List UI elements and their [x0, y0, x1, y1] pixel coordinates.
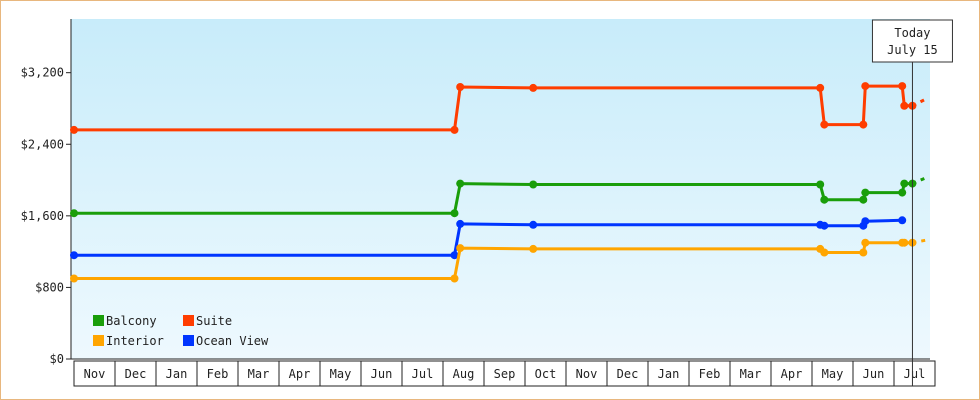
month-label: Sep: [494, 367, 516, 381]
data-point[interactable]: [900, 238, 909, 247]
month-label: Apr: [781, 367, 803, 381]
month-label: Jul: [412, 367, 434, 381]
data-point[interactable]: [70, 251, 78, 260]
series-suite: [70, 82, 928, 134]
data-point[interactable]: [529, 83, 538, 92]
data-point[interactable]: [456, 83, 465, 91]
data-point[interactable]: [529, 244, 538, 253]
data-point[interactable]: [859, 195, 868, 204]
legend-label: Interior: [106, 334, 164, 348]
legend-swatch: [183, 335, 194, 346]
series-interior: [70, 238, 928, 283]
month-label: Jan: [658, 367, 680, 381]
data-point[interactable]: [820, 195, 829, 204]
today-callout: [871, 19, 953, 63]
series-layer: [70, 82, 928, 283]
legend-swatch: [93, 335, 104, 346]
data-point[interactable]: [70, 209, 78, 218]
month-label: Apr: [289, 367, 311, 381]
month-label: Feb: [207, 367, 229, 381]
data-point[interactable]: [529, 180, 538, 189]
data-point[interactable]: [861, 217, 870, 226]
month-label: Jul: [904, 367, 926, 381]
series-balcony: [70, 176, 928, 218]
data-point[interactable]: [450, 209, 459, 218]
month-label: Dec: [125, 367, 147, 381]
data-point[interactable]: [816, 83, 825, 92]
today-label: Today: [894, 26, 930, 40]
data-point[interactable]: [456, 244, 465, 253]
month-label: Jun: [863, 367, 885, 381]
month-label: Jan: [166, 367, 188, 381]
data-point[interactable]: [450, 125, 459, 134]
data-point[interactable]: [456, 179, 465, 188]
y-tick-label: $2,400: [21, 137, 64, 151]
month-label: Feb: [699, 367, 721, 381]
data-point[interactable]: [456, 219, 465, 228]
data-point[interactable]: [859, 120, 868, 129]
legend-swatch: [93, 315, 104, 326]
month-label: Oct: [535, 367, 557, 381]
legend-label: Suite: [196, 314, 232, 328]
data-point[interactable]: [529, 220, 538, 229]
data-point[interactable]: [900, 101, 909, 110]
legend-swatch: [183, 315, 194, 326]
month-label: Dec: [617, 367, 639, 381]
month-label: Nov: [576, 367, 598, 381]
data-point[interactable]: [450, 251, 459, 260]
data-point[interactable]: [820, 221, 829, 230]
today-date: July 15: [887, 43, 938, 57]
month-label: Mar: [248, 367, 270, 381]
data-point[interactable]: [898, 188, 907, 197]
axes: $0 $800 $1,600 $2,400 $3,200 Nov Dec Jan Feb Mar A…: [21, 19, 936, 387]
data-point[interactable]: [816, 180, 825, 189]
legend-label: Balcony: [106, 314, 157, 328]
data-point[interactable]: [820, 248, 829, 257]
forecast-line: [911, 176, 928, 185]
today-marker: Today July 15: [871, 19, 953, 386]
series-ocean-view: [70, 216, 907, 260]
data-point[interactable]: [900, 179, 909, 188]
legend: Balcony Suite Interior Ocean View: [93, 314, 269, 348]
data-point[interactable]: [861, 238, 870, 247]
data-point[interactable]: [450, 274, 459, 283]
month-bar: [73, 360, 936, 387]
month-label: Mar: [740, 367, 762, 381]
forecast-line: [911, 97, 928, 108]
data-point[interactable]: [898, 82, 907, 91]
plot-area: [71, 19, 930, 359]
y-tick-label: $800: [35, 280, 64, 294]
month-label: Jun: [371, 367, 393, 381]
forecast-line: [912, 238, 928, 245]
month-label: May: [330, 367, 352, 381]
month-label: May: [822, 367, 844, 381]
data-point[interactable]: [70, 125, 78, 134]
legend-label: Ocean View: [196, 334, 269, 348]
month-label: Nov: [84, 367, 106, 381]
data-point[interactable]: [861, 82, 870, 91]
y-tick-label: $3,200: [21, 66, 64, 80]
data-point[interactable]: [861, 188, 870, 197]
data-point[interactable]: [859, 248, 868, 257]
y-tick-label: $0: [50, 352, 64, 366]
data-point[interactable]: [70, 274, 78, 283]
data-point[interactable]: [820, 120, 829, 129]
y-tick-label: $1,600: [21, 209, 64, 223]
data-point[interactable]: [898, 216, 907, 225]
month-label: Aug: [453, 367, 475, 381]
